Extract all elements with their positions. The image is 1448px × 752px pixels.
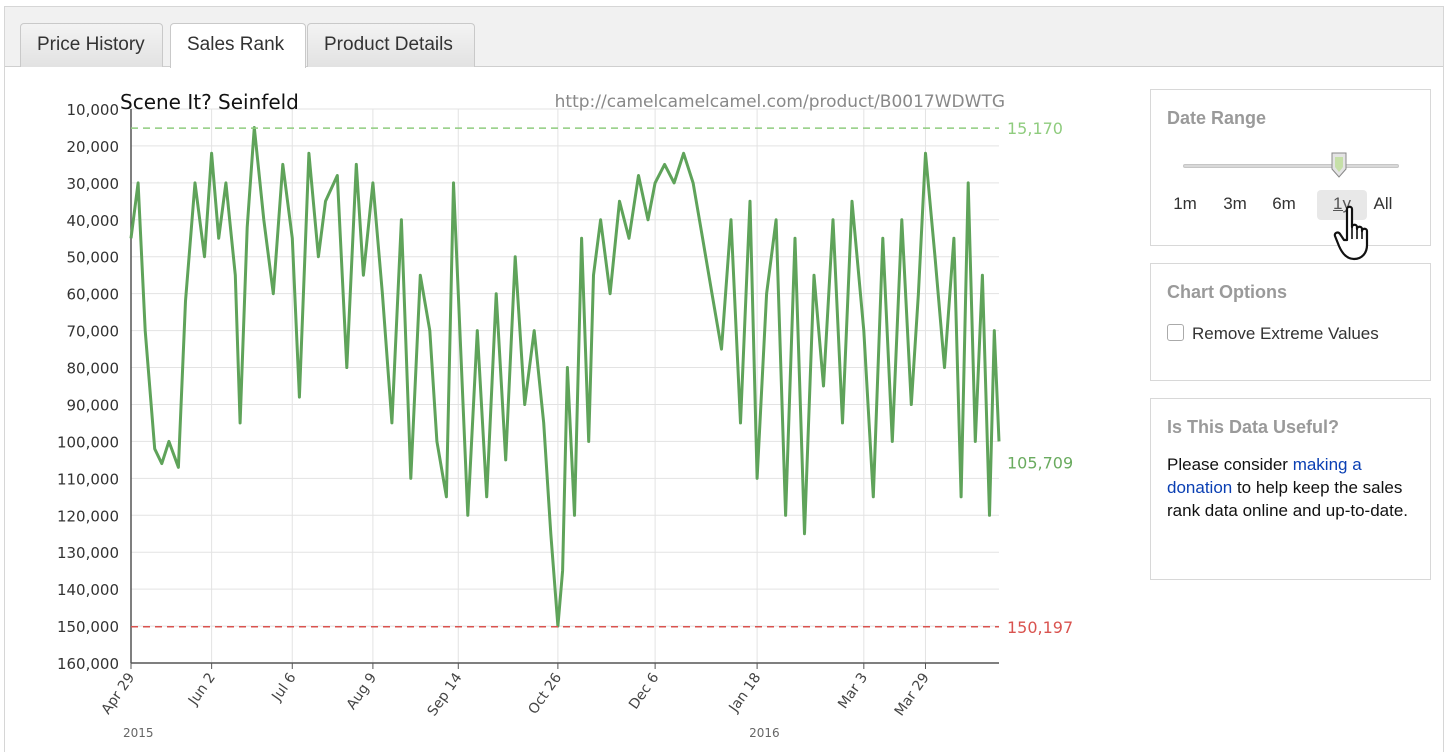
data-useful-heading: Is This Data Useful? xyxy=(1167,417,1340,437)
date-range-option-all[interactable]: All xyxy=(1373,194,1393,213)
remove-extreme-label: Remove Extreme Values xyxy=(1192,324,1379,343)
year-label: 2015 xyxy=(123,726,154,740)
date-range-slider-handle[interactable] xyxy=(1331,152,1347,178)
date-range-option-1m[interactable]: 1m xyxy=(1173,194,1197,213)
y-tick-label: 130,000 xyxy=(57,544,119,562)
x-tick-label: Sep 14 xyxy=(425,670,466,719)
y-tick-label: 50,000 xyxy=(67,249,120,267)
tab-product-details[interactable]: Product Details xyxy=(307,23,475,67)
x-tick-label: Aug 9 xyxy=(344,670,380,713)
product-history-widget: Price History Sales Rank Product Details… xyxy=(4,6,1444,752)
y-tick-label: 120,000 xyxy=(57,507,119,525)
y-tick-label: 70,000 xyxy=(67,323,120,341)
donation-text-before: Please consider xyxy=(1167,455,1293,474)
sales-rank-series-line xyxy=(129,126,1001,628)
plot-background xyxy=(131,109,999,663)
donation-message: Please consider making a donation to hel… xyxy=(1167,453,1417,522)
year-label: 2016 xyxy=(749,726,780,740)
date-range-heading: Date Range xyxy=(1167,108,1267,128)
date-range-options: 1m 3m 6m 1y All xyxy=(1169,190,1419,220)
y-tick-label: 60,000 xyxy=(67,286,120,304)
y-tick-label: 150,000 xyxy=(57,618,119,636)
y-tick-label: 160,000 xyxy=(57,655,119,673)
y-tick-label: 140,000 xyxy=(57,581,119,599)
chart-options-panel: Chart Options Remove Extreme Values xyxy=(1150,263,1431,381)
y-tick-label: 100,000 xyxy=(57,433,119,451)
donation-link[interactable]: making a donation xyxy=(1167,455,1362,497)
y-tick-label: 40,000 xyxy=(67,212,120,230)
x-tick-label: Jul 6 xyxy=(269,670,300,705)
x-tick-label: Jun 2 xyxy=(185,670,219,709)
tab-bar: Price History Sales Rank Product Details xyxy=(5,7,1443,68)
reference-label: 105,709 xyxy=(1007,453,1073,472)
y-tick-label: 110,000 xyxy=(57,470,119,488)
y-tick-label: 90,000 xyxy=(67,396,120,414)
x-tick-label: Mar 29 xyxy=(892,670,933,719)
x-tick-label: Oct 26 xyxy=(525,670,565,717)
tab-sales-rank[interactable]: Sales Rank xyxy=(170,23,306,68)
remove-extreme-checkbox[interactable] xyxy=(1167,324,1184,341)
y-tick-label: 30,000 xyxy=(67,175,120,193)
date-range-option-3m[interactable]: 3m xyxy=(1223,194,1247,213)
chart-options-heading: Chart Options xyxy=(1167,282,1287,302)
date-range-option-1y[interactable]: 1y xyxy=(1317,190,1367,220)
y-tick-label: 20,000 xyxy=(67,138,120,156)
sales-rank-chart: 10,000 20,000 30,000 40,000 50,000 60,000 70,0… xyxy=(57,90,1073,740)
date-range-option-6m[interactable]: 6m xyxy=(1272,194,1296,213)
donation-text-after: to help keep the sales rank data online … xyxy=(1167,478,1409,520)
x-tick-label: Mar 3 xyxy=(835,670,871,712)
y-tick-label: 80,000 xyxy=(67,360,120,378)
hand-pointer-cursor-icon xyxy=(1333,205,1369,261)
date-range-panel: Date Range 1m 3m 6m 1y All xyxy=(1150,89,1431,246)
date-range-slider-track[interactable] xyxy=(1183,164,1399,168)
x-tick-label: Dec 6 xyxy=(626,670,662,712)
data-useful-panel: Is This Data Useful? Please consider mak… xyxy=(1150,398,1431,580)
remove-extreme-row[interactable]: Remove Extreme Values xyxy=(1167,324,1379,344)
reference-label: 15,170 xyxy=(1007,119,1063,138)
sales-rank-chart-area: 10,000 20,000 30,000 40,000 50,000 60,000 70,0… xyxy=(5,67,1125,752)
chart-title: Scene It? Seinfeld xyxy=(120,90,299,114)
x-tick-label: Apr 29 xyxy=(99,670,139,717)
reference-label: 150,197 xyxy=(1007,618,1073,637)
product-url: http://camelcamelcamel.com/product/B0017… xyxy=(555,92,1005,112)
x-tick-label: Jan 18 xyxy=(726,670,765,716)
tab-price-history[interactable]: Price History xyxy=(20,23,163,67)
y-tick-label: 10,000 xyxy=(67,101,120,119)
